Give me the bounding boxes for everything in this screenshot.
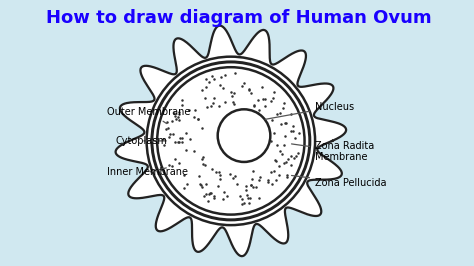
Circle shape bbox=[146, 57, 315, 225]
Circle shape bbox=[218, 109, 270, 162]
Circle shape bbox=[157, 67, 305, 215]
Text: Inner Membrane: Inner Membrane bbox=[107, 168, 188, 177]
Circle shape bbox=[152, 62, 310, 220]
Text: Cytoplasm: Cytoplasm bbox=[115, 136, 167, 146]
Text: How to draw diagram of Human Ovum: How to draw diagram of Human Ovum bbox=[46, 9, 431, 27]
Polygon shape bbox=[116, 26, 346, 256]
Text: Nucleus: Nucleus bbox=[265, 102, 354, 119]
Text: Zona Radita
Membrane: Zona Radita Membrane bbox=[292, 141, 374, 162]
Text: Outer Membrane: Outer Membrane bbox=[107, 107, 191, 124]
Text: Zona Pellucida: Zona Pellucida bbox=[292, 176, 387, 188]
